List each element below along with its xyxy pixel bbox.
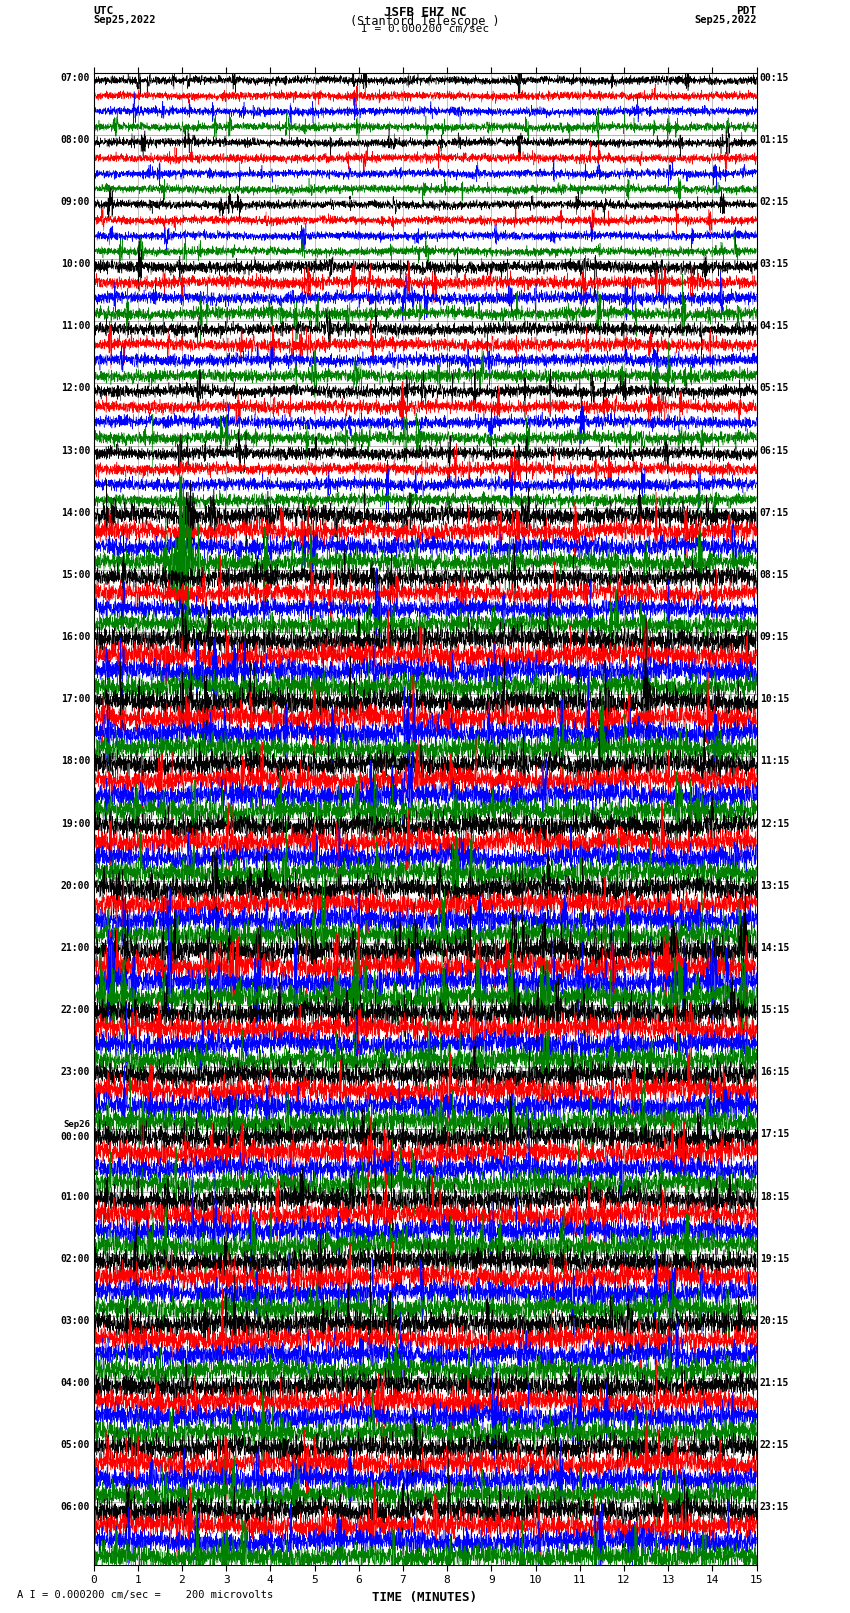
Text: 16:15: 16:15: [760, 1068, 789, 1077]
Text: 23:00: 23:00: [61, 1068, 90, 1077]
Text: 09:00: 09:00: [61, 197, 90, 206]
Text: PDT: PDT: [736, 5, 756, 16]
Text: 02:00: 02:00: [61, 1253, 90, 1263]
Text: 20:00: 20:00: [61, 881, 90, 890]
Text: 15:00: 15:00: [61, 569, 90, 581]
Text: 03:15: 03:15: [760, 260, 789, 269]
Text: 21:00: 21:00: [61, 944, 90, 953]
Text: 11:00: 11:00: [61, 321, 90, 331]
Text: 00:00: 00:00: [61, 1132, 90, 1142]
Text: I = 0.000200 cm/sec: I = 0.000200 cm/sec: [361, 24, 489, 34]
Text: 21:15: 21:15: [760, 1378, 789, 1389]
Text: A I = 0.000200 cm/sec =    200 microvolts: A I = 0.000200 cm/sec = 200 microvolts: [17, 1590, 273, 1600]
Text: 05:00: 05:00: [61, 1440, 90, 1450]
Text: 04:15: 04:15: [760, 321, 789, 331]
Text: 19:00: 19:00: [61, 819, 90, 829]
Text: 02:15: 02:15: [760, 197, 789, 206]
Text: 03:00: 03:00: [61, 1316, 90, 1326]
Text: 09:15: 09:15: [760, 632, 789, 642]
Text: 12:15: 12:15: [760, 819, 789, 829]
Text: Sep25,2022: Sep25,2022: [94, 15, 156, 24]
Text: 22:15: 22:15: [760, 1440, 789, 1450]
Text: Sep26: Sep26: [63, 1121, 90, 1129]
Text: JSFB EHZ NC: JSFB EHZ NC: [383, 5, 467, 19]
Text: UTC: UTC: [94, 5, 114, 16]
Text: Sep25,2022: Sep25,2022: [694, 15, 756, 24]
Text: 06:15: 06:15: [760, 445, 789, 455]
Text: (Stanford Telescope ): (Stanford Telescope ): [350, 15, 500, 27]
Text: 13:15: 13:15: [760, 881, 789, 890]
Text: 17:15: 17:15: [760, 1129, 789, 1139]
Text: 15:15: 15:15: [760, 1005, 789, 1015]
Text: 18:15: 18:15: [760, 1192, 789, 1202]
Text: 14:15: 14:15: [760, 944, 789, 953]
Text: 01:00: 01:00: [61, 1192, 90, 1202]
Text: 22:00: 22:00: [61, 1005, 90, 1015]
X-axis label: TIME (MINUTES): TIME (MINUTES): [372, 1590, 478, 1603]
Text: 20:15: 20:15: [760, 1316, 789, 1326]
Text: 11:15: 11:15: [760, 756, 789, 766]
Text: 07:15: 07:15: [760, 508, 789, 518]
Text: 07:00: 07:00: [61, 73, 90, 82]
Text: 19:15: 19:15: [760, 1253, 789, 1263]
Text: 12:00: 12:00: [61, 384, 90, 394]
Text: 08:15: 08:15: [760, 569, 789, 581]
Text: 10:15: 10:15: [760, 694, 789, 705]
Text: 10:00: 10:00: [61, 260, 90, 269]
Text: 23:15: 23:15: [760, 1502, 789, 1513]
Text: 06:00: 06:00: [61, 1502, 90, 1513]
Text: 01:15: 01:15: [760, 135, 789, 145]
Text: 16:00: 16:00: [61, 632, 90, 642]
Text: 18:00: 18:00: [61, 756, 90, 766]
Text: 17:00: 17:00: [61, 694, 90, 705]
Text: 00:15: 00:15: [760, 73, 789, 82]
Text: 14:00: 14:00: [61, 508, 90, 518]
Text: 08:00: 08:00: [61, 135, 90, 145]
Text: 13:00: 13:00: [61, 445, 90, 455]
Text: 05:15: 05:15: [760, 384, 789, 394]
Text: 04:00: 04:00: [61, 1378, 90, 1389]
